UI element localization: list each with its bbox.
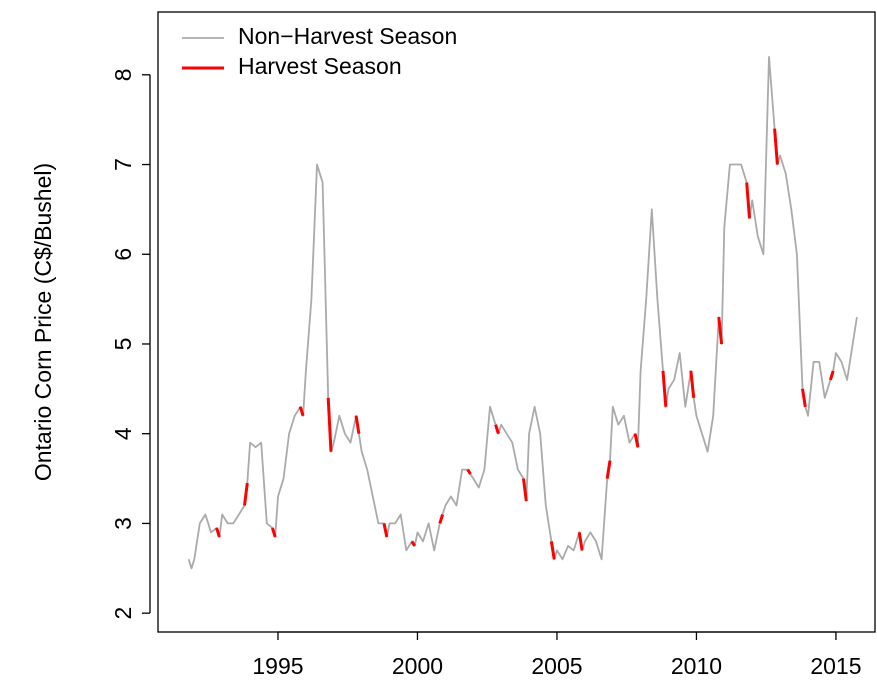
x-tick-label: 2010 — [671, 653, 722, 679]
y-tick-label: 2 — [110, 607, 136, 620]
series-line — [187, 56, 858, 570]
x-tick-label: 1995 — [252, 653, 303, 679]
y-tick-label: 8 — [110, 68, 136, 81]
legend-label: Harvest Season — [238, 53, 402, 79]
y-axis-label: Ontario Corn Price (C$/Bushel) — [30, 163, 56, 481]
y-tick-label: 6 — [110, 248, 136, 261]
y-tick-label: 3 — [110, 517, 136, 530]
y-tick-label: 7 — [110, 158, 136, 171]
x-tick-label: 2000 — [392, 653, 443, 679]
legend-label: Non−Harvest Season — [238, 23, 457, 49]
x-tick-label: 2005 — [531, 653, 582, 679]
x-tick-label: 2015 — [810, 653, 861, 679]
y-tick-label: 4 — [110, 427, 136, 440]
series-line — [215, 128, 835, 560]
y-tick-label: 5 — [110, 338, 136, 351]
